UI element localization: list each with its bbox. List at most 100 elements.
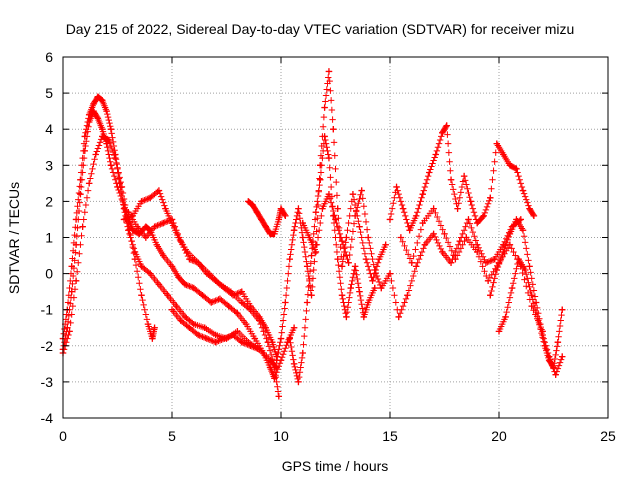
data-point — [287, 246, 295, 253]
data-point — [524, 199, 531, 206]
data-point — [499, 251, 506, 259]
data-point — [327, 97, 335, 104]
data-point — [556, 322, 564, 330]
data-point — [274, 349, 282, 357]
chart-title: Day 215 of 2022, Sidereal Day-to-day VTE… — [66, 21, 575, 37]
y-tick-label: 4 — [45, 121, 53, 137]
data-point — [186, 283, 193, 290]
data-point — [177, 237, 184, 245]
data-point — [282, 212, 289, 220]
data-point — [510, 248, 517, 256]
data-point — [104, 147, 112, 155]
data-point — [304, 291, 312, 298]
data-point — [506, 241, 514, 248]
data-point — [408, 277, 415, 285]
data-point — [520, 233, 528, 240]
data-point — [529, 211, 537, 218]
data-point — [158, 196, 166, 203]
data-point — [178, 240, 186, 248]
data-point — [262, 324, 269, 331]
data-point — [77, 183, 85, 191]
data-point — [497, 254, 505, 262]
data-point — [317, 169, 325, 176]
data-point — [414, 209, 421, 216]
data-point — [63, 338, 70, 346]
data-point — [447, 167, 454, 174]
data-point — [114, 164, 121, 171]
data-point — [85, 180, 93, 187]
data-point — [501, 245, 508, 253]
data-point — [106, 119, 113, 127]
data-point — [115, 175, 123, 182]
data-point — [366, 266, 373, 274]
data-point — [448, 247, 455, 254]
data-point — [530, 212, 538, 220]
x-tick-label: 25 — [600, 428, 616, 444]
data-point — [64, 299, 72, 306]
data-point — [323, 86, 330, 93]
data-point — [82, 201, 90, 209]
data-point — [530, 287, 538, 294]
data-point — [142, 311, 150, 318]
data-point — [109, 169, 117, 176]
data-point — [300, 341, 307, 348]
data-point — [399, 238, 406, 245]
data-point — [517, 180, 524, 187]
data-point — [431, 233, 439, 241]
data-point — [109, 138, 117, 146]
data-point — [327, 87, 334, 94]
data-point — [523, 196, 530, 203]
data-point — [335, 261, 342, 269]
data-point — [398, 306, 405, 313]
data-point — [120, 216, 128, 223]
data-point — [291, 223, 299, 230]
data-point — [317, 219, 324, 227]
data-point — [481, 267, 488, 275]
data-point — [330, 126, 337, 133]
data-point — [168, 216, 176, 223]
data-point — [323, 144, 330, 151]
data-point — [249, 201, 256, 209]
data-point — [269, 338, 276, 346]
data-point — [77, 169, 85, 176]
data-point — [354, 280, 362, 287]
data-point — [398, 201, 406, 209]
data-point — [430, 230, 437, 238]
data-point — [408, 259, 415, 266]
data-point — [109, 148, 117, 156]
data-point — [332, 165, 339, 173]
data-point — [347, 205, 354, 212]
data-point — [477, 258, 485, 265]
data-point — [160, 199, 167, 206]
data-point — [556, 359, 564, 366]
data-point — [367, 245, 374, 252]
data-point — [359, 195, 366, 202]
data-point — [283, 284, 291, 292]
data-point — [295, 205, 302, 212]
data-point — [361, 210, 369, 218]
data-point — [418, 194, 425, 201]
data-point — [508, 245, 515, 252]
data-point — [276, 360, 284, 367]
data-point — [444, 131, 451, 138]
series-arc-g — [245, 198, 289, 238]
data-point — [378, 284, 385, 292]
data-point — [454, 205, 461, 212]
data-point — [331, 212, 338, 219]
data-point — [137, 286, 144, 293]
data-point — [342, 310, 349, 317]
data-point — [422, 180, 430, 187]
data-point — [446, 158, 453, 165]
data-point — [346, 251, 353, 259]
y-tick-label: -2 — [41, 338, 54, 354]
data-point — [469, 205, 477, 212]
data-point — [64, 335, 71, 342]
data-point — [305, 283, 312, 291]
data-point — [187, 283, 195, 291]
data-point — [73, 268, 81, 275]
data-point — [417, 252, 424, 259]
data-point — [537, 320, 544, 328]
data-point — [328, 106, 336, 114]
data-point — [203, 270, 211, 277]
data-point — [245, 198, 252, 205]
